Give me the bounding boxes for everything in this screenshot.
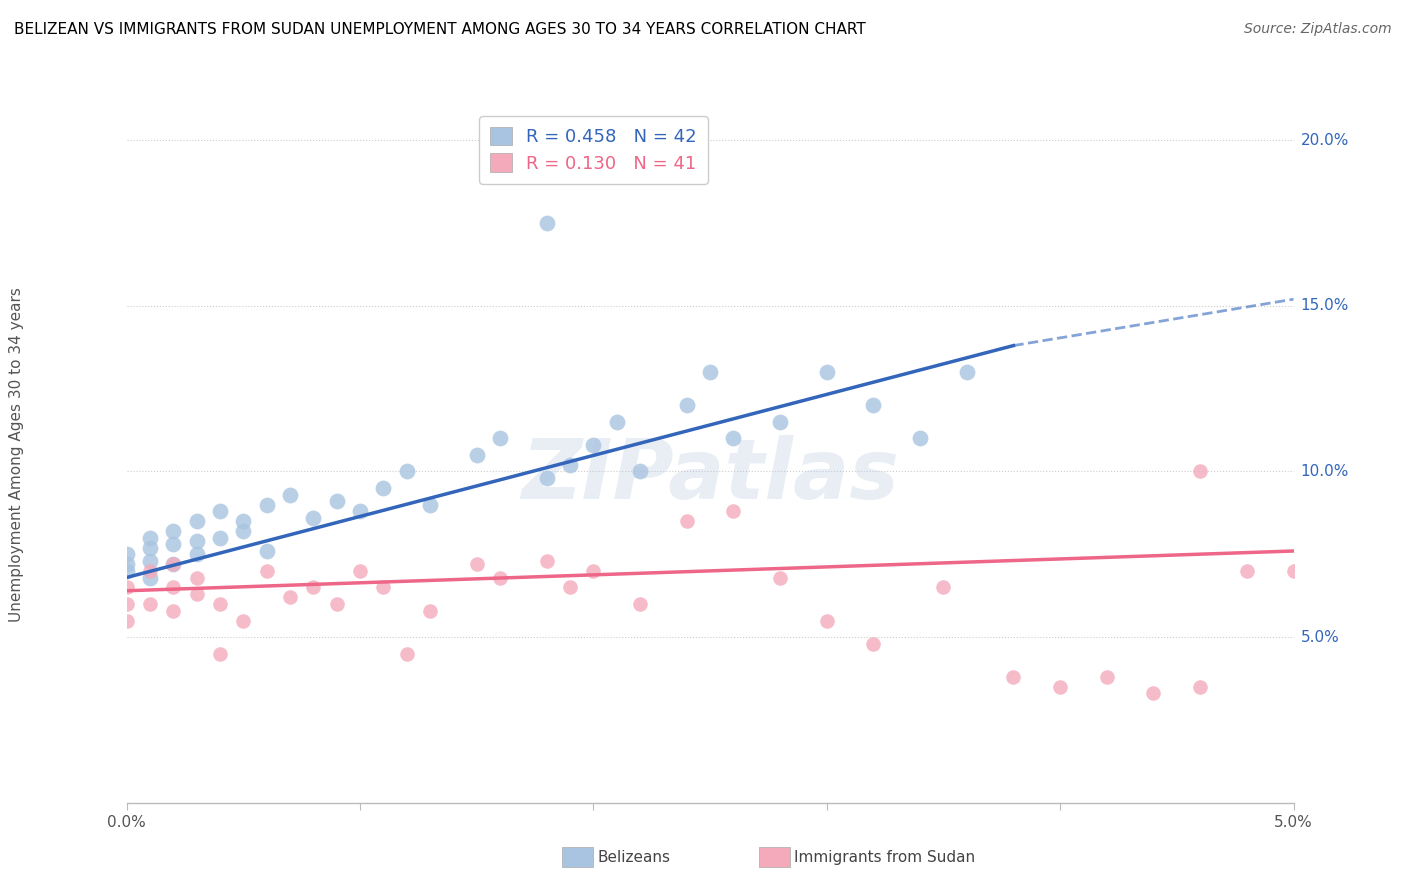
- Point: [395, 647, 418, 661]
- Text: 10.0%: 10.0%: [1301, 464, 1348, 479]
- Point: [256, 498, 278, 512]
- Point: [815, 614, 838, 628]
- Point: [162, 558, 184, 572]
- Point: [232, 614, 254, 628]
- Point: [115, 614, 138, 628]
- Point: [1189, 465, 1212, 479]
- Point: [373, 581, 395, 595]
- Point: [186, 570, 208, 584]
- Text: 5.0%: 5.0%: [1301, 630, 1340, 645]
- Point: [465, 558, 488, 572]
- Text: BELIZEAN VS IMMIGRANTS FROM SUDAN UNEMPLOYMENT AMONG AGES 30 TO 34 YEARS CORRELA: BELIZEAN VS IMMIGRANTS FROM SUDAN UNEMPL…: [14, 22, 866, 37]
- Point: [115, 558, 138, 572]
- Point: [208, 647, 231, 661]
- Point: [536, 471, 558, 485]
- Point: [536, 554, 558, 568]
- Point: [162, 558, 184, 572]
- Text: Immigrants from Sudan: Immigrants from Sudan: [794, 850, 976, 864]
- Point: [465, 448, 488, 462]
- Point: [256, 564, 278, 578]
- Text: Source: ZipAtlas.com: Source: ZipAtlas.com: [1244, 22, 1392, 37]
- Point: [302, 511, 325, 525]
- Legend: R = 0.458   N = 42, R = 0.130   N = 41: R = 0.458 N = 42, R = 0.130 N = 41: [479, 116, 707, 184]
- Point: [582, 564, 605, 578]
- Point: [256, 544, 278, 558]
- Point: [232, 514, 254, 528]
- Point: [186, 534, 208, 549]
- Point: [769, 415, 792, 429]
- Point: [349, 564, 371, 578]
- Point: [815, 365, 838, 379]
- Point: [723, 504, 745, 518]
- Point: [162, 581, 184, 595]
- Point: [162, 524, 184, 538]
- Point: [325, 597, 347, 611]
- Point: [489, 431, 512, 445]
- Point: [675, 514, 697, 528]
- Point: [115, 597, 138, 611]
- Point: [1189, 680, 1212, 694]
- Point: [1002, 670, 1025, 684]
- Point: [349, 504, 371, 518]
- Point: [628, 465, 651, 479]
- Point: [139, 570, 162, 584]
- Text: ZIPatlas: ZIPatlas: [522, 435, 898, 516]
- Point: [862, 637, 884, 651]
- Point: [908, 431, 931, 445]
- Text: 15.0%: 15.0%: [1301, 298, 1348, 313]
- Point: [162, 537, 184, 551]
- Point: [582, 438, 605, 452]
- Point: [139, 597, 162, 611]
- Point: [769, 570, 792, 584]
- Point: [489, 570, 512, 584]
- Point: [628, 597, 651, 611]
- Point: [186, 587, 208, 601]
- Point: [208, 597, 231, 611]
- Point: [278, 488, 301, 502]
- Point: [139, 531, 162, 545]
- Point: [115, 547, 138, 561]
- Text: Belizeans: Belizeans: [598, 850, 671, 864]
- Point: [536, 216, 558, 230]
- Point: [558, 581, 581, 595]
- Text: 20.0%: 20.0%: [1301, 133, 1348, 148]
- Point: [558, 458, 581, 472]
- Point: [208, 531, 231, 545]
- Point: [699, 365, 721, 379]
- Point: [1049, 680, 1071, 694]
- Point: [302, 581, 325, 595]
- Point: [723, 431, 745, 445]
- Point: [932, 581, 955, 595]
- Point: [139, 564, 162, 578]
- Point: [1095, 670, 1118, 684]
- Point: [162, 604, 184, 618]
- Point: [373, 481, 395, 495]
- Point: [139, 541, 162, 555]
- Point: [1142, 686, 1164, 700]
- Point: [186, 547, 208, 561]
- Point: [606, 415, 628, 429]
- Point: [115, 564, 138, 578]
- Point: [115, 581, 138, 595]
- Point: [325, 494, 347, 508]
- Point: [419, 498, 441, 512]
- Point: [675, 398, 697, 412]
- Point: [208, 504, 231, 518]
- Point: [1282, 564, 1305, 578]
- Point: [232, 524, 254, 538]
- Point: [278, 591, 301, 605]
- Text: Unemployment Among Ages 30 to 34 years: Unemployment Among Ages 30 to 34 years: [10, 287, 24, 623]
- Point: [139, 554, 162, 568]
- Point: [186, 514, 208, 528]
- Point: [1236, 564, 1258, 578]
- Point: [862, 398, 884, 412]
- Point: [956, 365, 979, 379]
- Point: [395, 465, 418, 479]
- Point: [419, 604, 441, 618]
